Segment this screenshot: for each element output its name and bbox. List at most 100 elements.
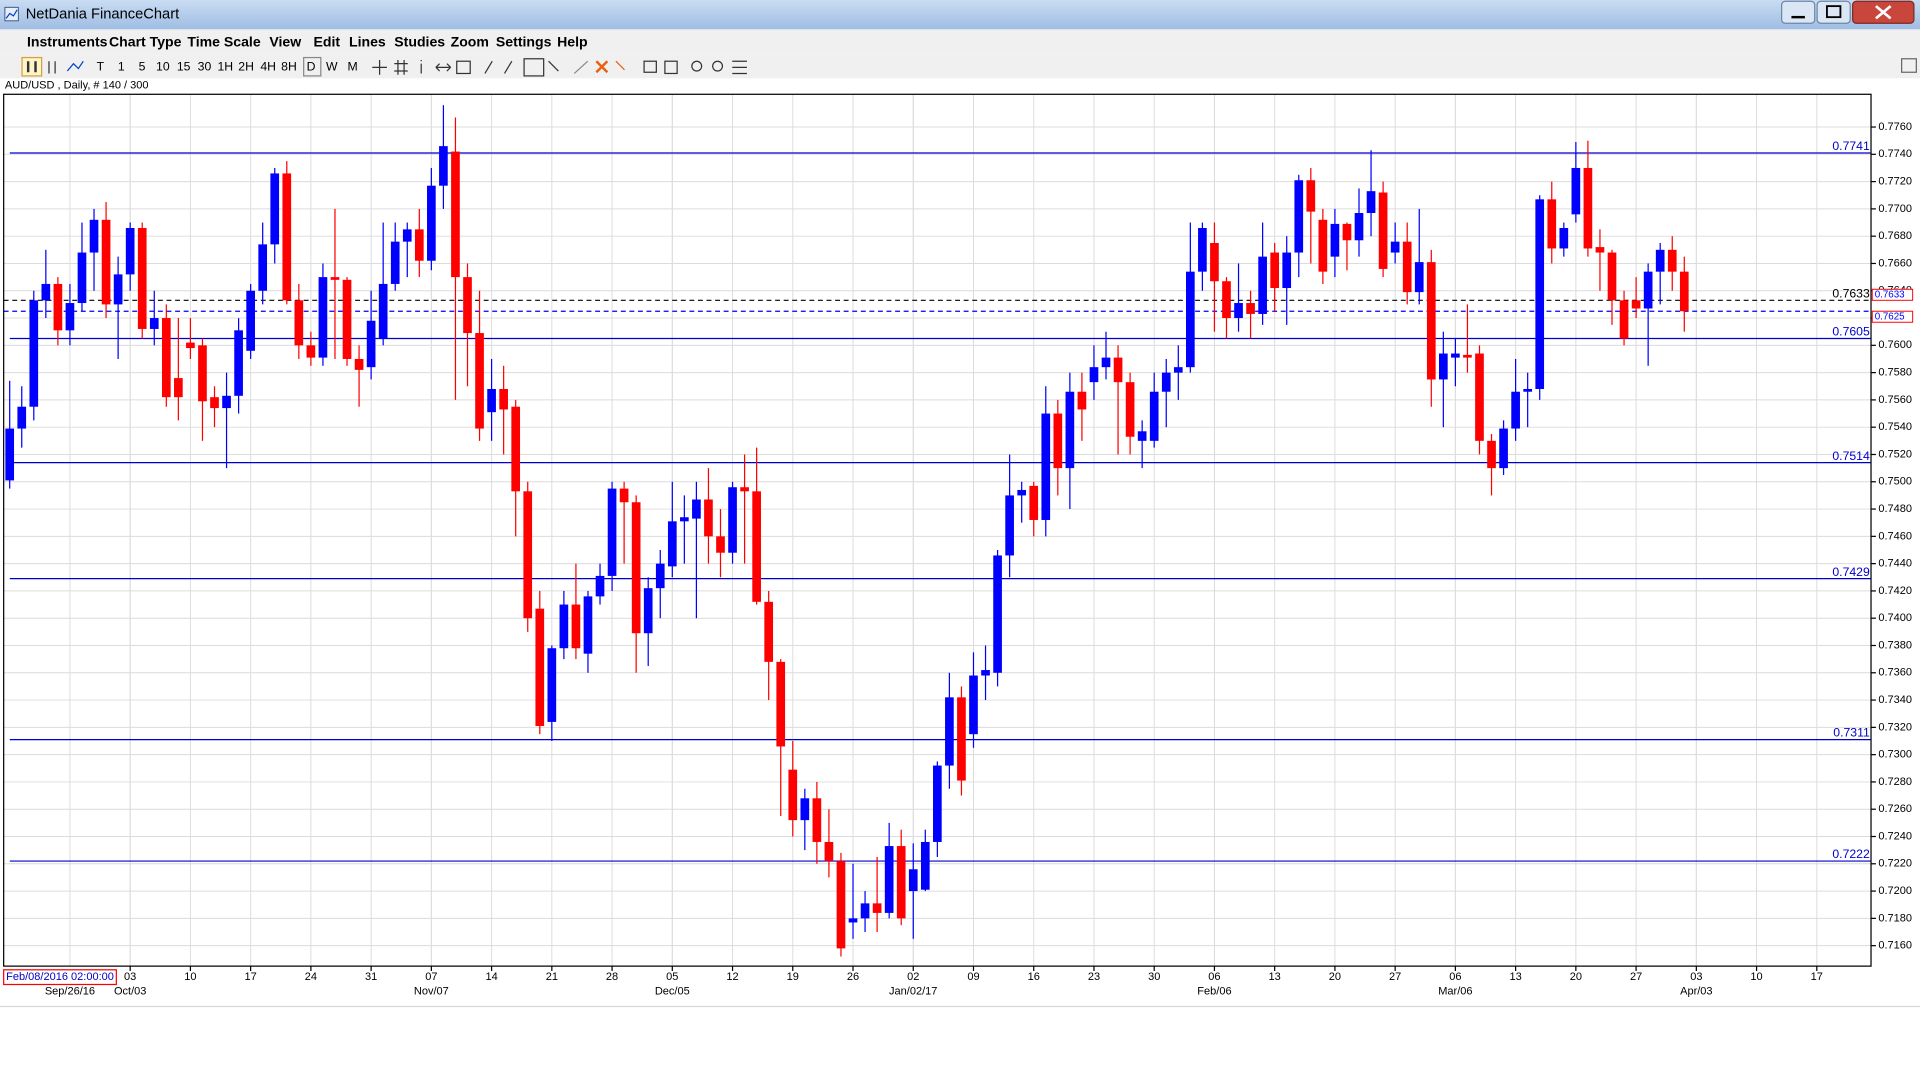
period-button[interactable]: 30 bbox=[198, 60, 212, 74]
menu-item[interactable]: Zoom bbox=[451, 34, 489, 50]
tool-fit[interactable] bbox=[732, 60, 747, 75]
candle-body bbox=[716, 536, 725, 553]
y-tick-label: 0.7420 bbox=[1878, 585, 1912, 597]
y-tick-label: 0.7160 bbox=[1878, 940, 1912, 952]
maximize-button[interactable] bbox=[1816, 0, 1851, 24]
level-label: 0.7605 bbox=[1832, 325, 1870, 339]
tool-trend[interactable] bbox=[484, 60, 513, 74]
candle-body bbox=[583, 596, 593, 654]
x-tick-label: 21 bbox=[546, 971, 558, 983]
period-button[interactable]: 1 bbox=[118, 60, 125, 74]
x-tick-label: 19 bbox=[787, 971, 799, 983]
y-tick-label: 0.7740 bbox=[1878, 148, 1912, 160]
x-tick-label: 05 bbox=[666, 971, 678, 983]
period-button[interactable]: 4H bbox=[260, 60, 276, 74]
tool-pointer[interactable] bbox=[548, 60, 559, 72]
tool-zoom-out[interactable] bbox=[712, 60, 724, 72]
candle-body bbox=[1270, 252, 1280, 289]
menu-item[interactable]: View bbox=[269, 34, 301, 50]
candle-body bbox=[1559, 227, 1569, 249]
candle-body bbox=[571, 604, 581, 649]
period-button[interactable]: 10 bbox=[156, 60, 170, 74]
candle-body bbox=[547, 648, 557, 722]
candle-body bbox=[270, 173, 280, 245]
candle-body bbox=[1198, 227, 1207, 272]
y-tick-label: 0.7400 bbox=[1878, 612, 1912, 624]
plot-frame bbox=[3, 93, 1872, 967]
x-major-label: Feb/06 bbox=[1197, 986, 1231, 998]
candle-body bbox=[222, 395, 231, 409]
candle-body bbox=[234, 330, 243, 396]
period-button[interactable]: 2H bbox=[238, 60, 254, 74]
toolbar-candle-button[interactable] bbox=[21, 56, 43, 77]
tool-crosshair[interactable] bbox=[372, 60, 387, 75]
tool-copy[interactable] bbox=[664, 60, 678, 75]
period-button[interactable]: 15 bbox=[177, 60, 191, 74]
panel-toggle[interactable] bbox=[1901, 58, 1917, 73]
candle-body bbox=[1390, 241, 1400, 253]
candle-body bbox=[860, 903, 870, 919]
candle-body bbox=[1475, 353, 1484, 441]
candle-body bbox=[342, 279, 352, 359]
menu-item[interactable]: Help bbox=[557, 34, 588, 50]
candle-body bbox=[511, 406, 521, 492]
candle-body bbox=[764, 601, 774, 662]
minimize-button[interactable] bbox=[1781, 0, 1816, 24]
tool-delete[interactable] bbox=[595, 60, 609, 74]
menu-item[interactable]: Settings bbox=[496, 34, 552, 50]
window-title: NetDania FinanceChart bbox=[26, 7, 179, 23]
level-label: 0.7429 bbox=[1832, 565, 1870, 579]
candle-body bbox=[149, 318, 159, 329]
price-box-label: 0.7633 bbox=[1875, 289, 1905, 300]
period-button[interactable]: M bbox=[348, 60, 358, 74]
menu-item[interactable]: Time Scale bbox=[187, 34, 260, 50]
candle-body bbox=[1318, 219, 1328, 272]
menu-item[interactable]: Edit bbox=[313, 34, 340, 50]
toolbar-bar-glyph[interactable] bbox=[48, 61, 56, 74]
period-button[interactable]: W bbox=[326, 60, 338, 74]
toolbar bbox=[0, 55, 1920, 79]
tool-fibo[interactable] bbox=[523, 58, 545, 77]
candle-body bbox=[402, 229, 412, 242]
x-tick-label: 13 bbox=[1509, 971, 1521, 983]
tool-print[interactable] bbox=[643, 60, 657, 73]
candle-body bbox=[1354, 212, 1364, 241]
price-box bbox=[1871, 288, 1914, 301]
candle-body bbox=[836, 861, 846, 949]
y-tick-label: 0.7440 bbox=[1878, 558, 1912, 570]
tool-scroll[interactable] bbox=[435, 63, 452, 72]
tool-zoom-in[interactable] bbox=[691, 60, 703, 72]
toolbar-line-glyph[interactable] bbox=[66, 60, 84, 72]
menu-item[interactable]: Instruments bbox=[27, 34, 108, 50]
x-tick-label: 07 bbox=[425, 971, 437, 983]
candle-body bbox=[1679, 271, 1689, 312]
candle-body bbox=[1523, 388, 1533, 392]
candle-body bbox=[848, 918, 858, 923]
candle-body bbox=[29, 300, 39, 407]
symbol-info: AUD/USD , Daily, # 140 / 300 bbox=[5, 80, 149, 92]
x-tick-label: 30 bbox=[1148, 971, 1160, 983]
period-button[interactable]: T bbox=[97, 60, 105, 74]
period-button[interactable]: D bbox=[307, 60, 316, 74]
candle-body bbox=[487, 388, 496, 413]
tool-line[interactable] bbox=[573, 60, 589, 74]
candle-body bbox=[439, 146, 448, 186]
candle-body bbox=[667, 521, 677, 567]
menu-item[interactable]: Lines bbox=[349, 34, 386, 50]
period-button[interactable]: 8H bbox=[281, 60, 297, 74]
candle-body bbox=[1643, 271, 1653, 309]
menu-item[interactable]: Chart Type bbox=[109, 34, 182, 50]
candle-body bbox=[1414, 262, 1424, 293]
candle-body bbox=[1451, 353, 1460, 358]
candle-body bbox=[559, 604, 569, 649]
candle-body bbox=[788, 769, 798, 821]
menu-item[interactable]: Studies bbox=[394, 34, 445, 50]
tool-grid[interactable] bbox=[394, 60, 408, 75]
tool-delete-all[interactable] bbox=[615, 60, 625, 71]
period-button[interactable]: 1H bbox=[217, 60, 233, 74]
tool-volume[interactable] bbox=[456, 60, 471, 75]
x-tick-label: 27 bbox=[1630, 971, 1642, 983]
period-button[interactable]: 5 bbox=[139, 60, 146, 74]
candle-body bbox=[378, 283, 388, 339]
grid bbox=[3, 94, 1872, 967]
